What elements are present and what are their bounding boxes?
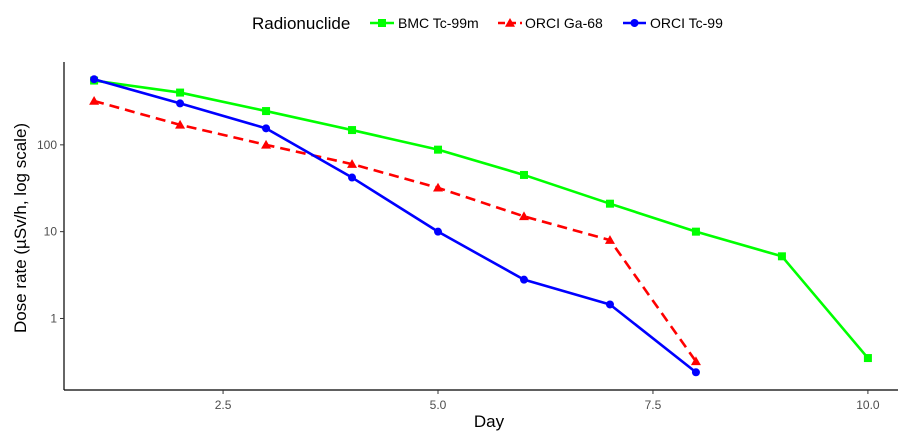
legend-title: Radionuclide [252,14,350,33]
data-point-orci-ga-68 [433,182,444,192]
legend-marker-orci-ga-68 [505,18,515,27]
legend-marker-orci-tc-99 [630,19,639,27]
x-tick-label: 7.5 [645,398,662,412]
data-point-orci-tc-99 [348,173,357,182]
data-point-orci-ga-68 [690,356,701,366]
series-line-orci-ga-68 [93,99,698,363]
data-point-orci-ga-68 [89,95,100,105]
data-point-orci-tc-99 [176,99,185,108]
data-point-orci-ga-68 [518,211,529,221]
legend-item-orci-tc-99: ORCI Tc-99 [623,15,723,31]
y-axis-title: Dose rate (µSv/h, log scale) [11,123,30,333]
legend-label-orci-tc-99: ORCI Tc-99 [650,15,723,31]
series-bmc-tc-99m [90,76,872,363]
y-tick-label: 1 [50,311,57,325]
legend-item-bmc-tc-99m: BMC Tc-99m [370,15,479,31]
series-line-orci-tc-99 [93,77,697,374]
data-point-orci-ga-68 [604,235,615,244]
y-tick-label: 10 [44,225,58,239]
data-point-bmc-tc-99m [777,252,786,261]
x-tick-label: 5.0 [430,398,447,412]
data-point-bmc-tc-99m [262,107,271,116]
legend-item-orci-ga-68: ORCI Ga-68 [498,15,603,31]
series-orci-ga-68 [89,95,701,366]
x-tick-label: 2.5 [215,398,232,412]
data-point-bmc-tc-99m [434,145,443,154]
series-layer [89,75,872,377]
legend: Radionuclide BMC Tc-99m ORCI Ga-68 ORCI Tc… [252,14,723,33]
data-point-orci-ga-68 [347,159,358,168]
data-point-orci-tc-99 [262,124,271,133]
y-tick-label: 100 [37,138,57,152]
data-point-bmc-tc-99m [519,170,528,179]
data-point-bmc-tc-99m [176,88,185,97]
data-point-orci-ga-68 [261,139,272,149]
legend-label-orci-ga-68: ORCI Ga-68 [525,15,603,31]
series-line-bmc-tc-99m [93,79,869,359]
x-axis-title: Day [474,412,505,431]
data-point-orci-tc-99 [605,300,614,309]
data-point-orci-tc-99 [434,227,443,236]
data-point-orci-ga-68 [175,119,186,129]
legend-marker-bmc-tc-99m [378,19,386,27]
axes: 2.5 5.0 7.5 10.0 1 10 100 [37,62,898,412]
data-point-orci-tc-99 [519,275,528,284]
data-point-bmc-tc-99m [863,354,872,363]
data-point-bmc-tc-99m [605,199,614,208]
data-point-bmc-tc-99m [691,227,700,236]
series-orci-tc-99 [90,75,700,377]
data-point-bmc-tc-99m [348,126,357,135]
legend-label-bmc-tc-99m: BMC Tc-99m [398,15,479,31]
x-tick-label: 10.0 [856,398,880,412]
data-point-orci-tc-99 [691,368,700,377]
data-point-orci-tc-99 [90,75,99,84]
